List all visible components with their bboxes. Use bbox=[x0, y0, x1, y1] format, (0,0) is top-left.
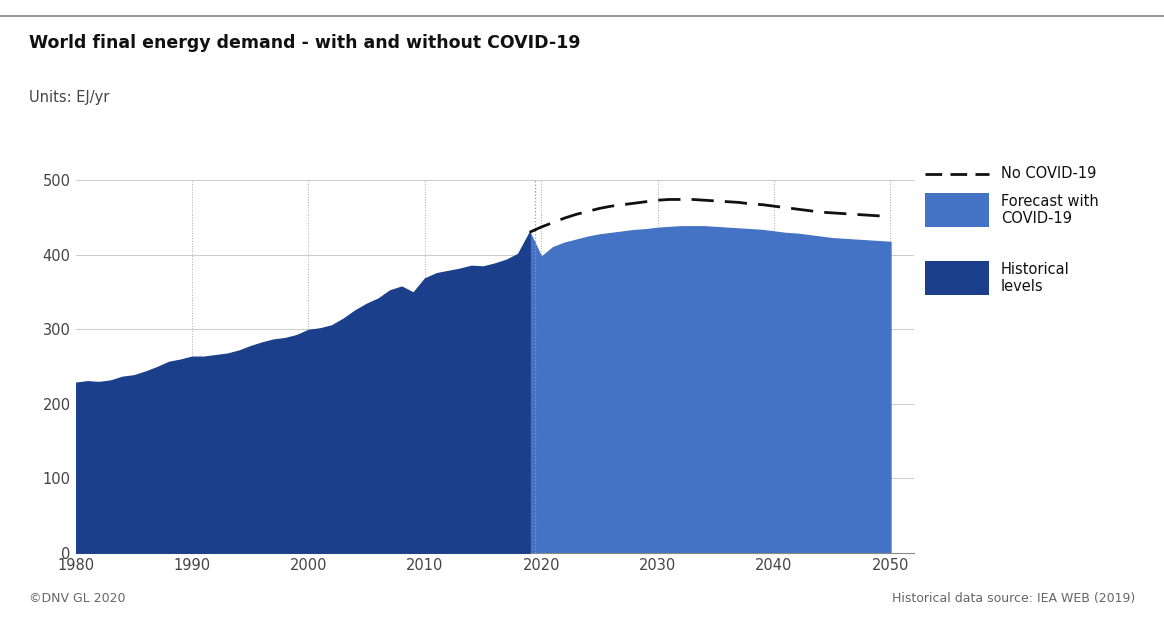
Text: Units: EJ/yr: Units: EJ/yr bbox=[29, 90, 109, 105]
Text: Historical
levels: Historical levels bbox=[1001, 262, 1070, 294]
Text: Historical data source: IEA WEB (2019): Historical data source: IEA WEB (2019) bbox=[892, 592, 1135, 605]
Text: World final energy demand - with and without COVID-19: World final energy demand - with and wit… bbox=[29, 34, 581, 52]
Text: ©DNV GL 2020: ©DNV GL 2020 bbox=[29, 592, 126, 605]
Text: Forecast with
COVID-19: Forecast with COVID-19 bbox=[1001, 194, 1099, 226]
Text: No COVID-19: No COVID-19 bbox=[1001, 166, 1096, 181]
